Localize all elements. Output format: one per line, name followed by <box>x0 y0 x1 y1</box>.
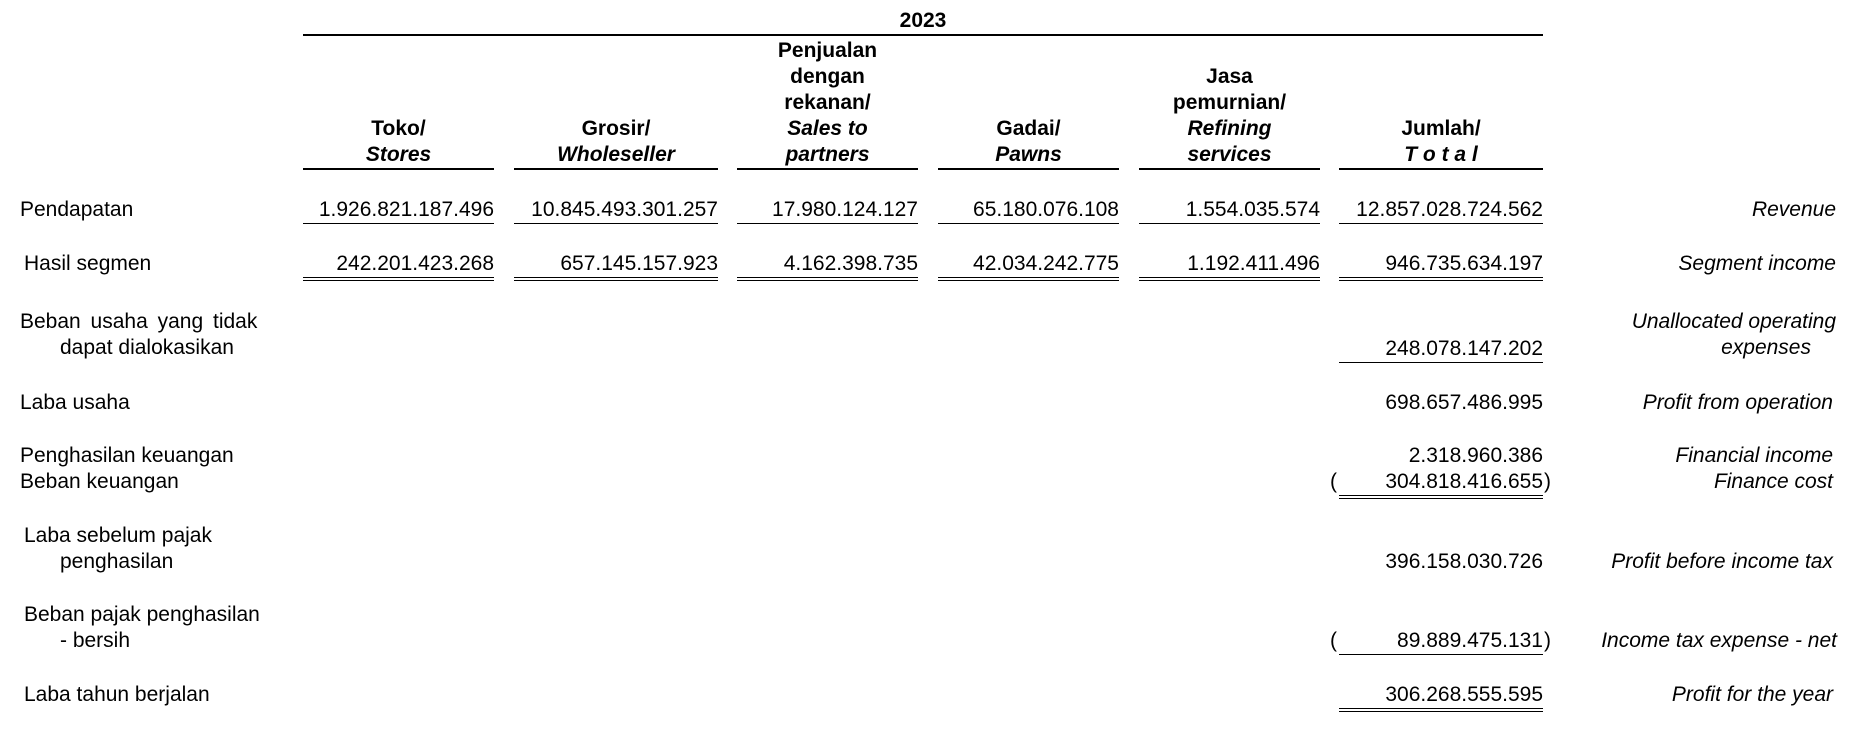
row-label-profit-operation: Laba usaha <box>20 391 130 414</box>
profit-year-total: 306.268.555.595 <box>1339 682 1543 712</box>
column-header-total-en: T o t a l <box>1404 143 1478 166</box>
column-header-refining: Jasa pemurnian/ Refining services <box>1139 64 1320 170</box>
segment-income-refining: 1.192.411.496 <box>1139 251 1320 281</box>
row-label-unallocated-en-line1: Unallocated operating <box>1631 310 1836 333</box>
financial-income-total: 2.318.960.386 <box>1408 444 1543 467</box>
column-header-stores-en: Stores <box>365 143 432 166</box>
row-label-financial-income-en: Financial income <box>1675 444 1833 467</box>
row-label-profit-year-en: Profit for the year <box>1671 683 1833 706</box>
revenue-sales-partners: 17.980.124.127 <box>737 197 918 224</box>
row-label-profit-operation-en: Profit from operation <box>1642 391 1833 414</box>
column-header-sales-partners-id-3: rekanan/ <box>784 91 871 114</box>
row-label-profit-before-tax-line1: Laba sebelum pajak <box>24 524 212 547</box>
row-label-profit-before-tax: Laba sebelum pajak penghasilan <box>24 523 212 575</box>
row-label-profit-before-tax-line2: penghasilan <box>60 550 174 573</box>
segment-income-sales-partners: 4.162.398.735 <box>737 251 918 281</box>
row-label-income-tax-en: Income tax expense - net <box>1601 629 1837 652</box>
column-header-refining-id-2: pemurnian/ <box>1172 91 1287 114</box>
row-label-finance-cost-en: Finance cost <box>1713 470 1833 493</box>
row-label-unallocated: Beban usaha yang tidak dapat dialokasika… <box>20 309 257 361</box>
row-label-profit-before-tax-en: Profit before income tax <box>1611 550 1833 573</box>
column-header-sales-partners-id-1: Penjualan <box>777 39 878 62</box>
row-label-segment-income-en: Segment income <box>1678 252 1836 275</box>
column-header-pawns: Gadai/ Pawns <box>938 116 1119 170</box>
profit-before-tax-total: 396.158.030.726 <box>1385 550 1543 573</box>
column-header-stores-id: Toko/ <box>371 117 426 140</box>
segment-income-stores: 242.201.423.268 <box>303 251 494 281</box>
column-header-sales-partners-id-2: dengan <box>790 65 865 88</box>
column-header-pawns-en: Pawns <box>995 143 1062 166</box>
revenue-pawns: 65.180.076.108 <box>938 197 1119 224</box>
row-label-financial-income: Penghasilan keuangan <box>20 444 234 467</box>
segment-income-wholeseller: 657.145.157.923 <box>514 251 718 281</box>
column-header-stores: Toko/ Stores <box>303 116 494 170</box>
finance-cost-paren-open: ( <box>1330 470 1337 493</box>
finance-cost-paren-close: ) <box>1544 470 1551 493</box>
income-tax-total: 89.889.475.131 <box>1339 628 1543 655</box>
year-header: 2023 <box>899 9 947 32</box>
row-label-income-tax: Beban pajak penghasilan - bersih <box>24 602 260 654</box>
column-header-wholeseller-en: Wholeseller <box>557 143 675 166</box>
segment-income-total: 946.735.634.197 <box>1339 251 1543 281</box>
revenue-stores: 1.926.821.187.496 <box>303 197 494 224</box>
segment-income-pawns: 42.034.242.775 <box>938 251 1119 281</box>
finance-cost-total: 304.818.416.655 <box>1339 469 1543 499</box>
column-header-sales-partners-en-1: Sales to <box>787 117 868 140</box>
year-rule <box>303 34 1543 36</box>
income-tax-paren-close: ) <box>1544 629 1551 652</box>
column-header-refining-id-1: Jasa <box>1206 65 1253 88</box>
row-label-revenue-en: Revenue <box>1751 198 1836 221</box>
column-header-refining-en-1: Refining <box>1187 117 1272 140</box>
row-label-income-tax-line2: - bersih <box>60 629 131 652</box>
revenue-refining: 1.554.035.574 <box>1139 197 1320 224</box>
profit-operation-total: 698.657.486.995 <box>1385 391 1543 414</box>
row-label-unallocated-line1: Beban usaha yang tidak <box>20 310 258 333</box>
row-label-segment-income: Hasil segmen <box>24 252 152 275</box>
row-label-unallocated-en-line2: expenses <box>1721 336 1811 359</box>
revenue-wholeseller: 10.845.493.301.257 <box>514 197 718 224</box>
income-tax-paren-open: ( <box>1330 629 1337 652</box>
column-header-sales-partners: Penjualan dengan rekanan/ Sales to partn… <box>737 38 918 170</box>
column-header-refining-en-2: services <box>1187 143 1272 166</box>
row-label-finance-cost: Beban keuangan <box>20 470 179 493</box>
column-header-wholeseller-id: Grosir/ <box>581 117 651 140</box>
row-label-revenue: Pendapatan <box>20 198 134 221</box>
row-label-unallocated-line2: dapat dialokasikan <box>60 336 234 359</box>
revenue-total: 12.857.028.724.562 <box>1339 197 1543 224</box>
unallocated-total: 248.078.147.202 <box>1339 336 1543 363</box>
row-label-profit-year: Laba tahun berjalan <box>24 683 210 706</box>
column-header-pawns-id: Gadai/ <box>996 117 1061 140</box>
column-header-sales-partners-en-2: partners <box>785 143 870 166</box>
column-header-total-id: Jumlah/ <box>1401 117 1481 140</box>
row-label-unallocated-en: Unallocated operating expenses <box>1632 309 1836 361</box>
column-header-wholeseller: Grosir/ Wholeseller <box>514 116 718 170</box>
row-label-income-tax-line1: Beban pajak penghasilan <box>24 603 260 626</box>
column-header-total: Jumlah/ T o t a l <box>1339 116 1543 170</box>
